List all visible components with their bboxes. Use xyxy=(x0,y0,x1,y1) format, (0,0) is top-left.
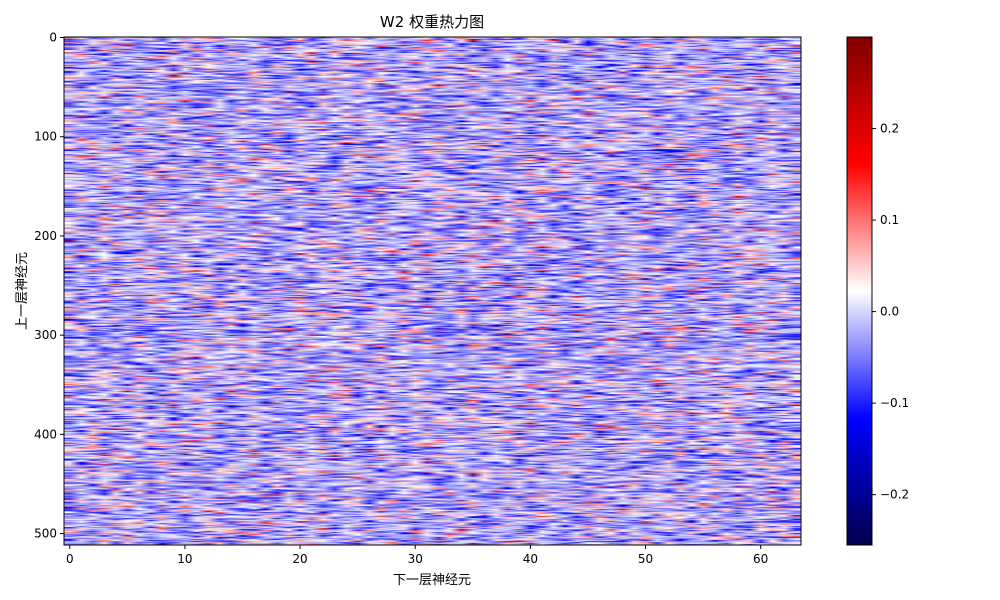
y-tick-label: 200 xyxy=(34,229,57,243)
x-tick-label: 50 xyxy=(638,552,653,566)
colorbar-gradient xyxy=(846,36,873,546)
colorbar-tick-label: 0.1 xyxy=(880,213,899,227)
chart-title: W2 权重热力图 xyxy=(380,13,484,31)
y-tick-label: 300 xyxy=(34,328,57,342)
colorbar-tick-label: −0.2 xyxy=(880,488,909,502)
plot-frame xyxy=(63,36,802,546)
y-axis-label: 上一层神经元 xyxy=(15,252,30,330)
colorbar-tick-label: 0.0 xyxy=(880,305,899,319)
x-tick-label: 0 xyxy=(66,552,74,566)
x-axis-label: 下一层神经元 xyxy=(393,573,471,588)
colorbar-ticks: −0.2 −0.1 0.0 0.1 0.2 xyxy=(872,122,909,502)
colorbar: −0.2 −0.1 0.0 0.1 0.2 xyxy=(846,36,909,546)
x-tick-label: 20 xyxy=(292,552,307,566)
y-tick-label: 0 xyxy=(49,30,57,44)
x-tick-label: 30 xyxy=(408,552,423,566)
x-tick-label: 10 xyxy=(177,552,192,566)
y-tick-label: 500 xyxy=(34,527,57,541)
x-tick-label: 40 xyxy=(523,552,538,566)
x-tick-label: 60 xyxy=(753,552,768,566)
y-tick-label: 100 xyxy=(34,130,57,144)
colorbar-tick-label: 0.2 xyxy=(880,122,899,136)
x-axis: 0 10 20 30 40 50 60 xyxy=(66,545,768,566)
colorbar-tick-label: −0.1 xyxy=(880,396,909,410)
y-tick-label: 400 xyxy=(34,427,57,441)
y-axis: 0 100 200 300 400 500 xyxy=(34,30,64,541)
heatmap-image xyxy=(64,37,801,545)
plot-area xyxy=(63,36,802,546)
